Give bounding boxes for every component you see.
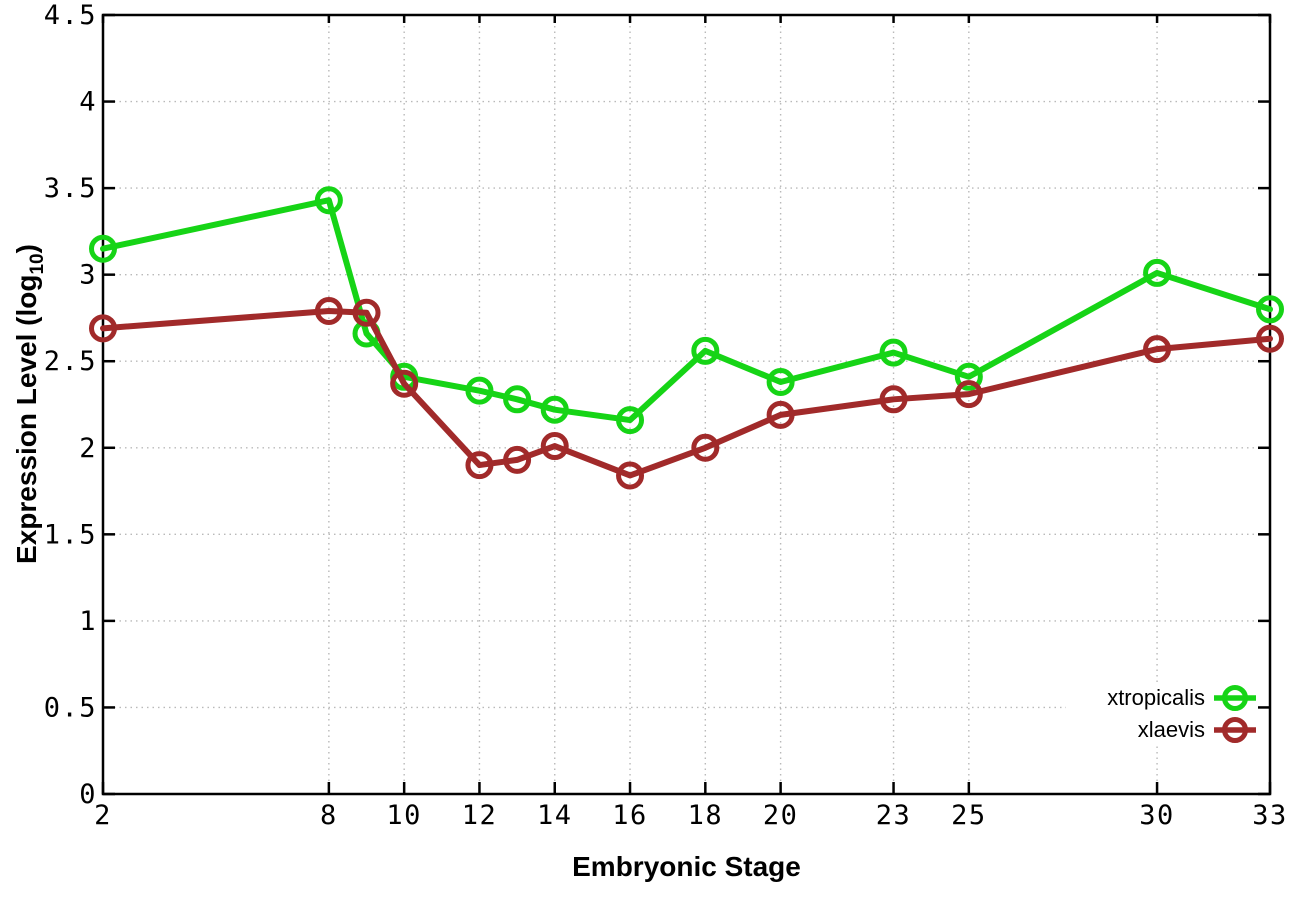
x-tick-label: 18 <box>688 800 724 831</box>
data-point-xtropicalis <box>89 234 117 263</box>
y-tick-label: 3.5 <box>44 173 97 204</box>
x-tick-label: 14 <box>537 800 573 831</box>
data-point-xlaevis <box>954 380 983 409</box>
y-axis-title-subscript: 10 <box>26 253 48 275</box>
series-line-xtropicalis <box>100 197 1273 424</box>
data-point-xtropicalis <box>954 362 983 391</box>
data-point-xtropicalis <box>691 336 720 365</box>
data-point-xlaevis <box>766 400 795 429</box>
data-point-xlaevis <box>1256 324 1284 353</box>
series-marker-icon <box>1214 717 1256 743</box>
y-tick-label: 4 <box>79 87 97 118</box>
data-point-xlaevis <box>691 433 720 462</box>
data-point-xlaevis <box>616 461 645 490</box>
x-tick-label: 20 <box>763 800 799 831</box>
legend-item: xtropicalis <box>1066 682 1256 714</box>
x-tick-label: 23 <box>876 800 912 831</box>
data-point-xlaevis <box>89 314 117 343</box>
y-tick-label: 2 <box>79 433 97 464</box>
y-tick-label: 1 <box>79 606 97 637</box>
data-point-xlaevis <box>465 451 494 480</box>
x-axis-title: Embryonic Stage <box>572 851 801 882</box>
y-tick-label: 0 <box>79 779 97 810</box>
data-point-xlaevis <box>352 298 381 327</box>
y-tick-label: 4.5 <box>44 0 97 31</box>
y-axis-title-close: ) <box>11 244 43 254</box>
x-tick-label: 33 <box>1252 800 1288 831</box>
x-tick-label: 2 <box>94 800 112 831</box>
x-tick-label: 16 <box>612 800 648 831</box>
legend-label: xtropicalis <box>1107 685 1205 710</box>
data-point-xtropicalis <box>465 376 494 405</box>
data-point-xtropicalis <box>1143 258 1172 287</box>
data-point-xtropicalis <box>1256 295 1284 324</box>
x-tick-label: 10 <box>386 800 422 831</box>
x-tick-label: 30 <box>1139 800 1175 831</box>
legend: xtropicalis xlaevis <box>1066 682 1256 746</box>
data-point-xlaevis <box>879 385 908 414</box>
x-tick-label: 12 <box>462 800 498 831</box>
y-axis-title: Expression Level (log10) <box>11 244 49 564</box>
data-point-xtropicalis <box>540 395 569 424</box>
data-point-xlaevis <box>540 432 569 461</box>
data-point-xlaevis <box>1143 335 1172 364</box>
y-axis-title-text: Expression Level (log <box>11 274 43 564</box>
y-tick-label: 0.5 <box>44 692 97 723</box>
y-tick-label: 3 <box>79 260 97 291</box>
data-point-xlaevis <box>503 445 532 474</box>
data-point-xtropicalis <box>616 406 645 435</box>
legend-item: xlaevis <box>1066 714 1256 746</box>
x-tick-label: 8 <box>320 800 338 831</box>
data-point-xlaevis <box>314 297 343 326</box>
data-point-xlaevis <box>390 369 419 398</box>
legend-label: xlaevis <box>1137 717 1205 742</box>
y-tick-label: 1.5 <box>44 519 97 550</box>
data-point-xtropicalis <box>503 385 532 414</box>
series-marker-icon <box>1214 685 1256 711</box>
x-tick-label: 25 <box>951 800 987 831</box>
y-tick-label: 2.5 <box>44 346 97 377</box>
data-point-xtropicalis <box>766 367 795 396</box>
data-point-xtropicalis <box>879 338 908 367</box>
data-point-xtropicalis <box>314 186 343 215</box>
series-line-xlaevis <box>100 308 1273 479</box>
